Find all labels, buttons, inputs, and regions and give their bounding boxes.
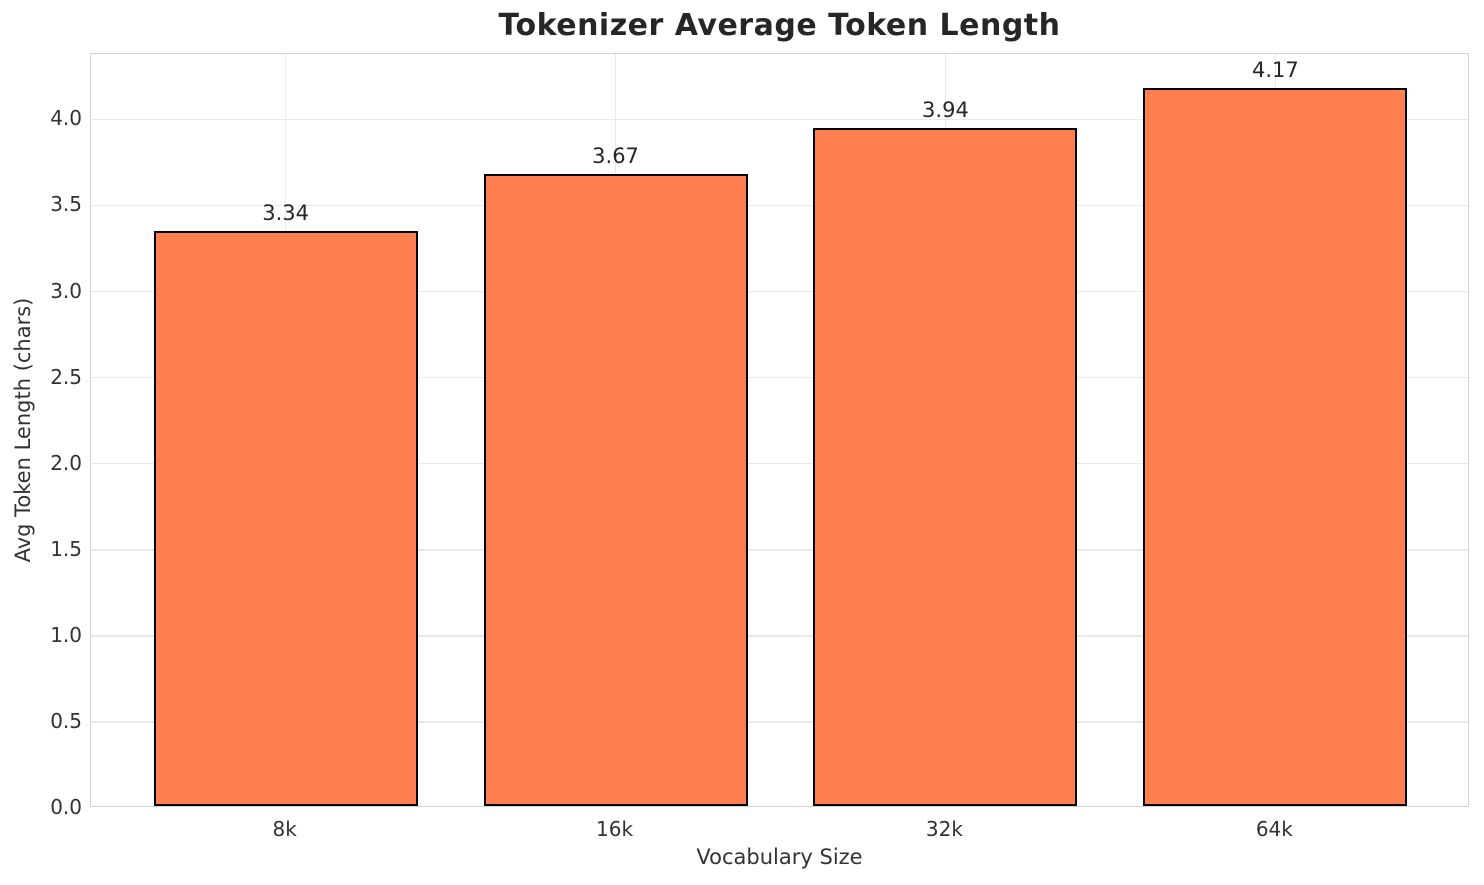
y-tick-label: 3.0 <box>50 278 82 303</box>
bar-value-label: 3.94 <box>922 97 969 122</box>
x-tick-label-32k: 32k <box>925 817 963 841</box>
bar-64k <box>1143 88 1408 806</box>
h-gridline <box>91 204 1468 207</box>
bar-value-label: 3.34 <box>262 201 310 226</box>
h-gridline <box>91 290 1468 293</box>
y-tick-label: 0.0 <box>50 795 82 819</box>
x-tick-label-64k: 64k <box>1255 817 1293 841</box>
h-gridline <box>91 721 1468 723</box>
y-axis-label: Avg Token Length (chars) <box>11 297 35 563</box>
y-tick-label: 4.0 <box>50 106 82 131</box>
x-axis-label: Vocabulary Size <box>696 845 863 869</box>
h-gridline <box>91 376 1468 379</box>
h-gridline <box>91 549 1468 551</box>
bar-8k <box>153 231 418 806</box>
bar-value-label: 3.67 <box>592 144 639 169</box>
y-tick-label: 3.5 <box>50 192 82 217</box>
y-tick-label: 1.0 <box>50 622 82 647</box>
bar-value-label: 4.17 <box>1251 58 1299 83</box>
h-gridline <box>91 462 1468 465</box>
x-tick-label-8k: 8k <box>272 817 297 841</box>
chart-title: Tokenizer Average Token Length <box>498 8 1061 43</box>
bar-32k <box>813 127 1078 806</box>
y-tick-label: 0.5 <box>50 708 82 733</box>
y-tick-label: 2.5 <box>50 364 82 389</box>
h-gridline <box>91 635 1468 637</box>
x-tick-label-16k: 16k <box>596 817 634 841</box>
bar-16k <box>483 174 748 806</box>
h-gridline <box>91 118 1468 121</box>
y-tick-label: 1.5 <box>50 536 82 561</box>
y-tick-label: 2.0 <box>50 450 82 475</box>
plot-area: 3.34 3.67 3.94 4.17 <box>90 53 1469 807</box>
